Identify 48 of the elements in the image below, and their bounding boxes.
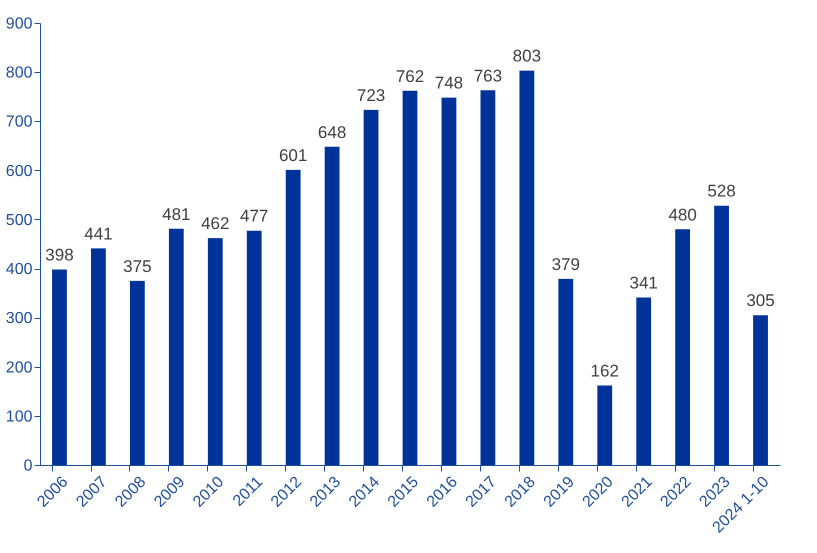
data-label: 762 [396, 66, 424, 86]
bar [364, 110, 378, 465]
bar [286, 170, 301, 465]
data-label: 480 [668, 205, 697, 224]
data-label: 763 [474, 66, 502, 86]
bar [208, 238, 223, 465]
data-label: 601 [278, 146, 308, 165]
bar [636, 298, 652, 465]
y-tick-label: 800 [6, 64, 33, 82]
y-tick-label: 700 [6, 114, 33, 131]
bar [324, 146, 340, 465]
bar [52, 270, 67, 465]
data-label: 379 [552, 254, 580, 274]
data-label: 375 [123, 256, 152, 276]
bar [675, 229, 690, 465]
bar [442, 98, 456, 465]
y-tick-label: 600 [6, 162, 33, 180]
bar [130, 280, 145, 465]
y-tick-label: 500 [6, 212, 33, 229]
data-label: 462 [201, 214, 230, 234]
data-label: 341 [629, 274, 658, 293]
data-label: 481 [162, 204, 191, 224]
data-label: 398 [45, 246, 74, 265]
bar [480, 90, 496, 465]
data-label: 748 [434, 74, 464, 93]
y-tick-label: 900 [6, 16, 33, 32]
data-label: 528 [707, 182, 736, 201]
bar [91, 248, 106, 465]
y-tick-label: 300 [6, 310, 33, 328]
bar [246, 230, 262, 465]
bar [597, 385, 612, 465]
bar [402, 90, 418, 465]
bar [519, 70, 534, 465]
y-tick-label: 400 [6, 261, 33, 278]
bar [753, 315, 768, 465]
data-label: 648 [318, 122, 346, 142]
bar [558, 278, 574, 465]
data-label: 723 [356, 86, 386, 105]
y-tick-label: 0 [24, 458, 33, 474]
data-label: 162 [590, 361, 619, 380]
data-label: 305 [746, 291, 775, 310]
data-label: 441 [84, 224, 113, 244]
bar [714, 206, 729, 465]
data-label: 803 [512, 46, 542, 66]
y-tick-label: 200 [6, 359, 33, 376]
bar [168, 228, 184, 465]
data-label: 477 [240, 206, 268, 226]
y-tick-label: 100 [6, 408, 33, 426]
